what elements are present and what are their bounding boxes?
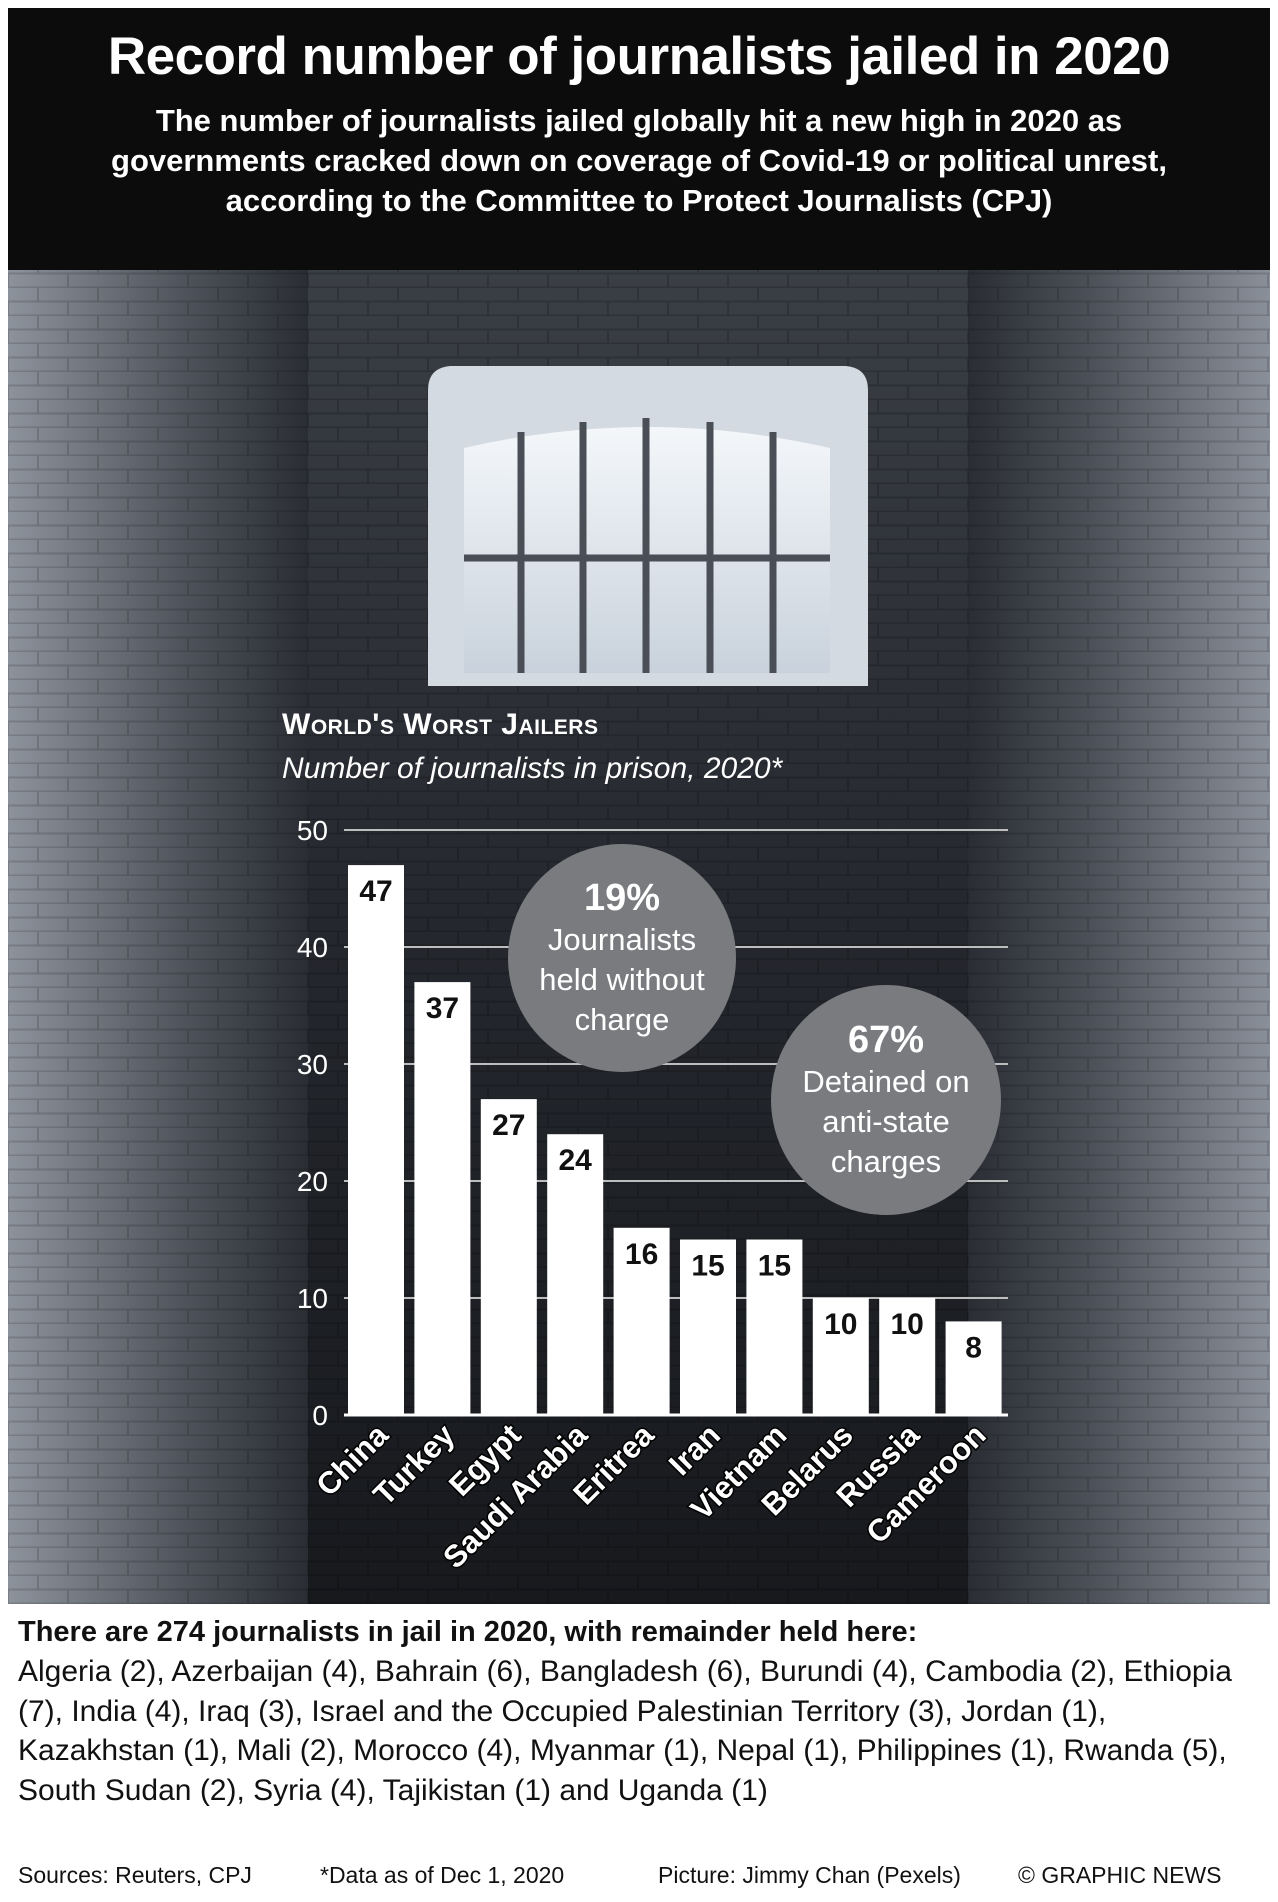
- infographic-frame: Record number of journalists jailed in 2…: [8, 8, 1270, 1604]
- data-note: *Data as of Dec 1, 2020: [320, 1862, 565, 1888]
- bar-value-label: 8: [965, 1331, 982, 1364]
- bar-value-label: 15: [758, 1250, 791, 1283]
- chart-subtitle: Number of journalists in prison, 2020*: [282, 752, 783, 785]
- y-tick-label: 50: [297, 815, 328, 846]
- y-tick-label: 20: [297, 1166, 328, 1197]
- anti-state-text: Detained on anti-state charges: [802, 1064, 970, 1179]
- bar: [613, 1227, 670, 1415]
- chart-title: World's Worst Jailers: [282, 708, 599, 741]
- bar: [879, 1298, 936, 1415]
- bar: [746, 1239, 803, 1415]
- remainder-list: Algeria (2), Azerbaijan (4), Bahrain (6)…: [18, 1655, 1232, 1807]
- footer: Sources: Reuters, CPJ *Data as of Dec 1,…: [18, 1862, 1262, 1894]
- bar: [812, 1298, 869, 1415]
- headline: Record number of journalists jailed in 2…: [107, 27, 1171, 86]
- barred-window: [428, 366, 868, 686]
- bar-value-label: 37: [426, 992, 459, 1025]
- bar-value-label: 15: [691, 1250, 724, 1283]
- bar-value-label: 10: [891, 1308, 924, 1341]
- y-tick-label: 40: [297, 932, 328, 963]
- anti-state-percent: 67%: [847, 1019, 925, 1061]
- bar-chart: 0102030405047China37Turkey27Egypt24Saudi…: [297, 815, 1008, 1577]
- remainder-title: There are 274 journalists in jail in 202…: [18, 1616, 918, 1648]
- graphic-news-credit: © GRAPHIC NEWS: [1018, 1862, 1222, 1888]
- y-tick-label: 30: [297, 1049, 328, 1080]
- y-tick-label: 0: [312, 1400, 328, 1431]
- anti-state-bubble: 67% Detained on anti-state charges: [771, 985, 1001, 1215]
- bar: [945, 1321, 1002, 1415]
- without-charge-bubble: 19% Journalists held without charge: [508, 844, 736, 1072]
- bar-value-label: 10: [824, 1308, 857, 1341]
- bar: [680, 1239, 736, 1415]
- bar: [414, 982, 471, 1415]
- bar-value-label: 24: [559, 1144, 593, 1177]
- bar: [348, 865, 404, 1415]
- without-charge-text: Journalists held without charge: [539, 922, 705, 1037]
- bar-value-label: 47: [359, 875, 392, 908]
- y-tick-label: 10: [297, 1283, 328, 1314]
- header-band: [8, 8, 1270, 270]
- bar-value-label: 27: [492, 1109, 525, 1142]
- subheadline: The number of journalists jailed globall…: [111, 103, 1167, 218]
- without-charge-percent: 19%: [583, 877, 661, 919]
- bar-value-label: 16: [625, 1238, 658, 1271]
- bar: [480, 1099, 537, 1415]
- remainder-section: There are 274 journalists in jail in 202…: [18, 1612, 1262, 1810]
- sources-text: Sources: Reuters, CPJ: [18, 1862, 252, 1888]
- bar: [547, 1134, 604, 1415]
- picture-credit: Picture: Jimmy Chan (Pexels): [658, 1862, 961, 1888]
